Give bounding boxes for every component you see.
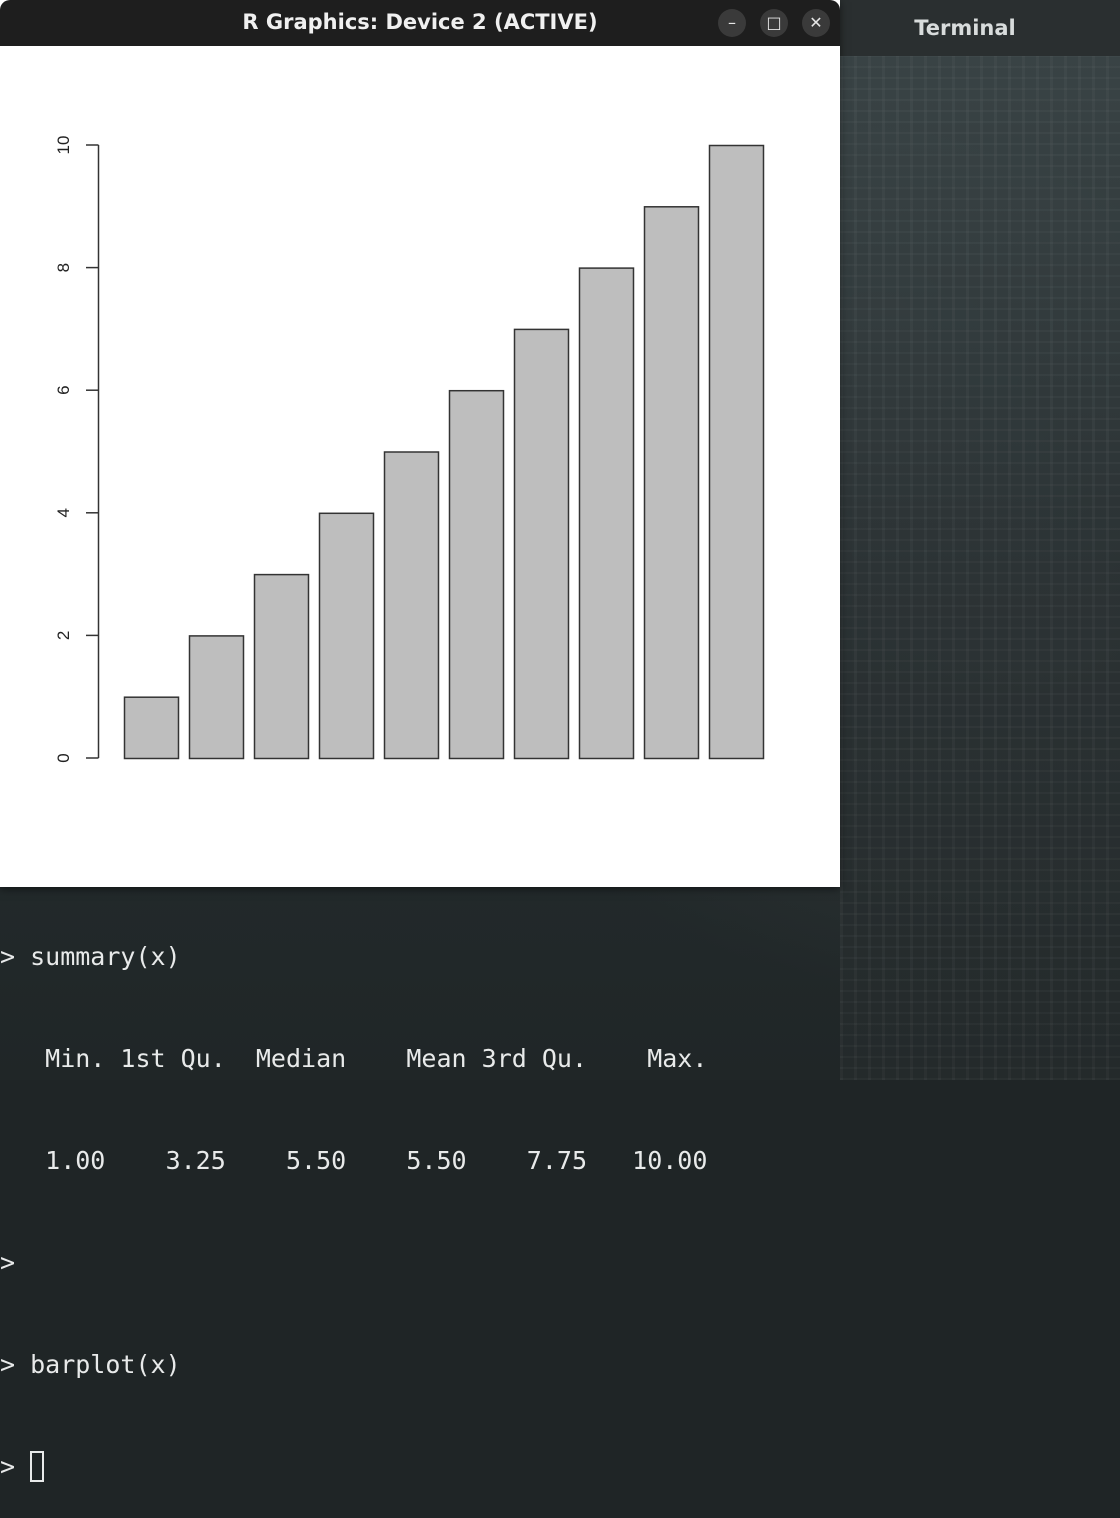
bar-9 — [643, 206, 700, 760]
y-tick-label: 6 — [54, 385, 73, 394]
terminal-line: Min. 1st Qu. Median Mean 3rd Qu. Max. — [0, 1044, 708, 1073]
terminal-line: > summary(x) — [0, 942, 181, 971]
bar-10 — [708, 144, 765, 760]
minimize-button[interactable]: – — [718, 9, 746, 37]
terminal-title: Terminal — [914, 16, 1016, 40]
y-tick-label: 2 — [54, 631, 73, 640]
plot-area: 0 2 4 6 8 10 — [0, 46, 840, 887]
wallpaper-cityscape — [840, 56, 1120, 1080]
close-button[interactable]: ✕ — [802, 9, 830, 37]
terminal-prompt-line[interactable]: > — [0, 1450, 840, 1484]
bar-3 — [253, 573, 310, 760]
terminal-line: 1.00 3.25 5.50 5.50 7.75 10.00 — [0, 1146, 708, 1175]
terminal-output[interactable]: > summary(x) Min. 1st Qu. Median Mean 3r… — [0, 872, 840, 1518]
terminal-cursor — [30, 1451, 45, 1482]
r-graphics-titlebar[interactable]: R Graphics: Device 2 (ACTIVE) – □ ✕ — [0, 0, 840, 46]
bar-7 — [513, 328, 570, 760]
bar-4 — [318, 512, 375, 760]
terminal-line: > — [0, 1248, 16, 1277]
r-graphics-window[interactable]: R Graphics: Device 2 (ACTIVE) – □ ✕ 0 2 4 6… — [0, 0, 840, 887]
window-title: R Graphics: Device 2 (ACTIVE) — [242, 10, 598, 34]
maximize-button[interactable]: □ — [760, 9, 788, 37]
bar-chart-svg: 0 2 4 6 8 10 — [54, 136, 765, 763]
bar-2 — [188, 635, 245, 760]
bar-chart: 0 2 4 6 8 10 — [0, 46, 840, 887]
bar-1 — [123, 696, 180, 760]
y-tick-label: 8 — [54, 263, 73, 272]
terminal-titlebar[interactable]: Terminal — [840, 0, 1120, 56]
bar-6 — [448, 389, 505, 760]
bar-8 — [578, 267, 635, 760]
terminal-prompt: > — [0, 1452, 31, 1481]
y-tick-label: 4 — [54, 508, 73, 517]
y-tick-label: 10 — [54, 136, 73, 155]
bar-5 — [383, 451, 440, 760]
y-tick-label: 0 — [54, 753, 73, 762]
terminal-line: > barplot(x) — [0, 1350, 181, 1379]
